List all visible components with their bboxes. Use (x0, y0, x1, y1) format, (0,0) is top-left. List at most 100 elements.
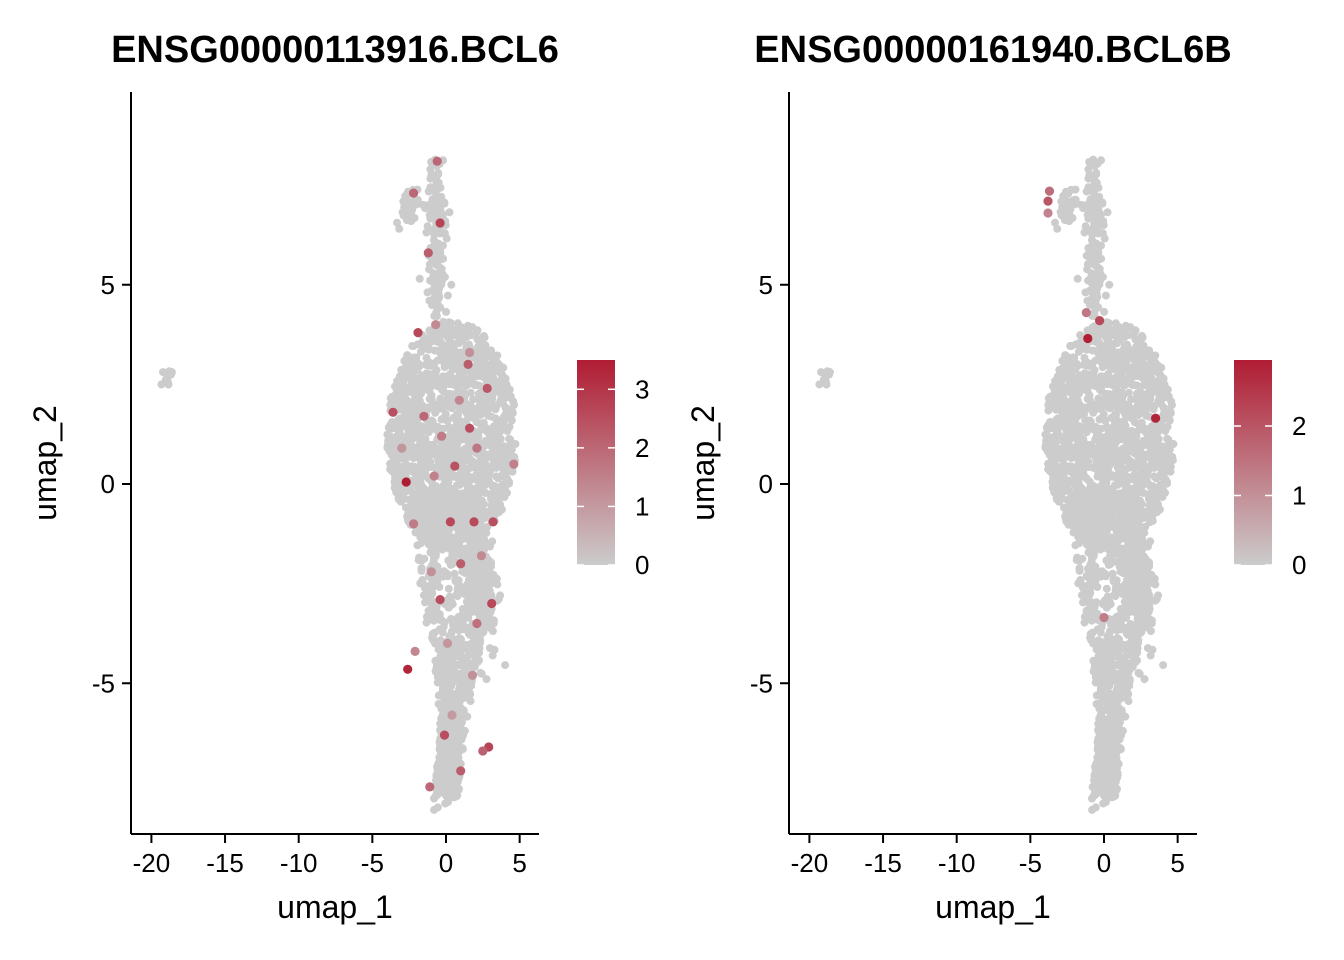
panel-1-title: ENSG00000113916.BCL6 (111, 29, 559, 71)
background-cell-point (1057, 452, 1066, 461)
expressing-cell-point (454, 395, 464, 405)
background-cell-point (442, 653, 451, 662)
background-cell-point (1122, 330, 1131, 339)
background-cell-point (1154, 500, 1162, 509)
background-cell-point (432, 186, 441, 195)
background-cell-point (1046, 418, 1055, 426)
background-cell-point (1132, 438, 1141, 447)
background-cell-point (429, 236, 438, 245)
background-cell-point (1108, 346, 1117, 355)
background-cell-point (464, 330, 473, 339)
background-cell-point (1064, 450, 1073, 459)
background-cell-point (467, 597, 475, 606)
panel-2-points (815, 155, 1178, 814)
background-cell-point (412, 200, 421, 209)
background-cell-point (1141, 463, 1150, 472)
background-cell-point (471, 572, 480, 580)
background-cell-point (1127, 460, 1136, 469)
background-cell-point (493, 351, 502, 360)
background-cell-point (455, 416, 464, 425)
panel-1-x-ticks: -20 -15 -10 -5 0 5 (133, 834, 527, 878)
background-cell-point (466, 697, 475, 706)
background-cell-point (450, 543, 458, 552)
background-cell-point (458, 706, 467, 715)
background-cell-point (421, 523, 430, 532)
background-cell-point (503, 427, 512, 435)
background-cell-point (448, 775, 456, 784)
background-cell-point (393, 218, 401, 227)
background-cell-point (1079, 435, 1088, 443)
background-cell-point (1102, 422, 1111, 431)
background-cell-point (1138, 359, 1147, 368)
background-cell-point (484, 405, 493, 413)
background-cell-point (444, 663, 453, 672)
background-cell-point (411, 528, 420, 537)
background-cell-point (420, 515, 429, 524)
background-cell-point (1091, 356, 1100, 365)
background-cell-point (386, 433, 395, 441)
background-cell-point (436, 248, 445, 257)
background-cell-point (1057, 377, 1066, 386)
background-cell-point (441, 799, 450, 808)
background-cell-point (1102, 478, 1111, 487)
background-cell-point (421, 435, 430, 443)
expressing-cell-point (447, 710, 457, 720)
background-cell-point (413, 482, 422, 491)
expressing-cell-point (450, 461, 460, 471)
background-cell-point (445, 208, 454, 217)
background-cell-point (1121, 380, 1130, 389)
background-cell-point (456, 536, 465, 545)
expressing-cell-point (397, 443, 407, 453)
background-cell-point (476, 668, 485, 677)
background-cell-point (396, 431, 405, 439)
background-cell-point (1097, 373, 1106, 381)
background-cell-point (438, 710, 447, 719)
background-cell-point (409, 388, 418, 397)
background-cell-point (1124, 388, 1133, 397)
background-cell-point (458, 518, 467, 527)
background-cell-point (1112, 339, 1121, 348)
background-cell-point (437, 515, 446, 524)
background-cell-point (1061, 366, 1070, 375)
background-cell-point (487, 346, 496, 355)
background-cell-point (472, 362, 480, 371)
expressing-cell-point (435, 595, 445, 605)
background-cell-point (1071, 541, 1080, 550)
background-cell-point (452, 730, 461, 739)
background-cell-point (1052, 495, 1061, 504)
background-cell-point (428, 633, 437, 642)
background-cell-point (1113, 416, 1122, 425)
background-cell-point (437, 615, 446, 624)
background-cell-point (418, 456, 427, 465)
background-cell-point (451, 701, 460, 710)
background-cell-point (1127, 395, 1136, 404)
background-cell-point (491, 574, 499, 583)
background-cell-point (489, 459, 498, 468)
background-cell-point (453, 324, 462, 333)
expressing-cell-point (426, 567, 436, 577)
legend-tick-label: 0 (635, 550, 649, 580)
expressing-cell-point (431, 320, 441, 330)
background-cell-point (440, 456, 449, 465)
background-cell-point (428, 588, 437, 597)
background-cell-point (490, 482, 499, 491)
background-cell-point (1161, 427, 1170, 435)
background-cell-point (479, 605, 488, 613)
background-cell-point (1148, 482, 1157, 491)
background-cell-point (456, 455, 465, 463)
background-cell-point (1071, 410, 1080, 419)
expressing-cell-point (435, 218, 445, 228)
background-cell-point (1142, 405, 1151, 413)
expressing-cell-point (467, 670, 478, 680)
background-cell-point (483, 463, 492, 472)
background-cell-point (403, 366, 412, 375)
background-cell-point (454, 626, 463, 635)
background-cell-point (1135, 496, 1144, 505)
panel-1-points (157, 155, 520, 814)
background-cell-point (1073, 553, 1082, 562)
background-cell-point (466, 605, 475, 614)
background-cell-point (1046, 467, 1054, 476)
background-cell-point (491, 445, 500, 454)
background-cell-point (433, 356, 442, 365)
